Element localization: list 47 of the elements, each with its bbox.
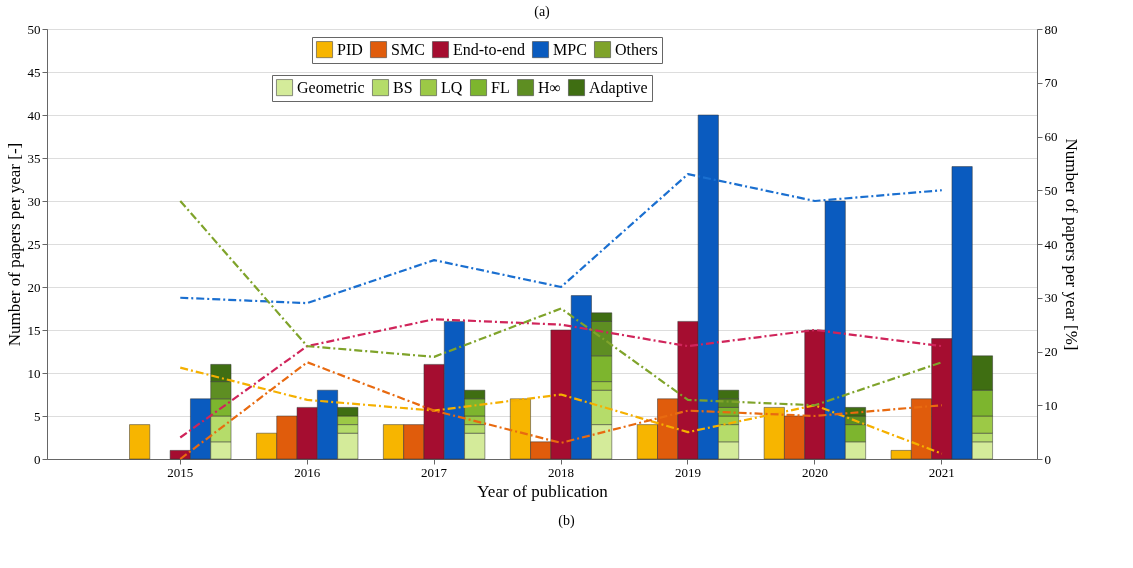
bar	[129, 424, 151, 460]
y2-tick-label: 10	[1044, 397, 1058, 413]
y-tick-label: 25	[27, 236, 41, 252]
line-series	[179, 199, 943, 407]
y2-tick-label: 30	[1044, 290, 1058, 306]
y-axis-title: Number of papers per year [-]	[4, 142, 24, 347]
legend-label: Others	[615, 40, 658, 58]
y-tick-label: 15	[27, 322, 41, 338]
y2-tick-label: 0	[1044, 451, 1051, 467]
legend-label: MPC	[553, 40, 587, 58]
y-tick-label: 20	[27, 279, 41, 295]
y2-tick-label: 40	[1044, 236, 1058, 252]
x-tick-label: 2017	[421, 464, 448, 480]
y2-tick-label: 70	[1044, 75, 1058, 91]
y-tick-label: 10	[27, 365, 41, 381]
x-tick-label: 2019	[674, 464, 701, 480]
y2-tick-label: 20	[1044, 344, 1058, 359]
y-tick-label: 35	[27, 150, 41, 166]
y-tick-label: 40	[27, 107, 41, 123]
y2-tick-label: 50	[1044, 182, 1058, 198]
legend-label: BS	[393, 78, 413, 96]
x-axis-title: Year of publication	[477, 481, 609, 501]
chart-title: (a)	[534, 4, 551, 20]
legend-label: SMC	[391, 40, 425, 58]
legend-label: Geometric	[297, 78, 365, 96]
x-tick-label: 2016	[294, 464, 321, 480]
y2-tick-label: 60	[1044, 129, 1058, 144]
line-series	[179, 318, 943, 439]
text: (b)	[557, 513, 576, 529]
x-tick-label: 2020	[801, 464, 828, 480]
y2-tick-label: 80	[1044, 21, 1058, 37]
x-tick-label: 2018	[548, 464, 575, 480]
y-tick-label: 0	[34, 451, 41, 467]
legend-label: PID	[337, 40, 363, 58]
legend-label: Adaptive	[589, 78, 648, 97]
y-tick-label: 5	[34, 408, 41, 424]
legend-label: FL	[491, 78, 510, 96]
x-tick-label: 2021	[928, 464, 955, 480]
x-tick-label: 2015	[167, 464, 194, 480]
line-series	[179, 173, 943, 305]
legend-label: H∞	[538, 78, 561, 96]
legend-label: LQ	[441, 78, 463, 96]
y2-axis-title: Number of papers per year [%]	[1061, 138, 1081, 351]
y-tick-label: 50	[27, 21, 41, 37]
y-tick-label: 30	[27, 193, 41, 209]
legend-label: End-to-end	[453, 40, 525, 58]
y-tick-label: 45	[27, 64, 41, 80]
